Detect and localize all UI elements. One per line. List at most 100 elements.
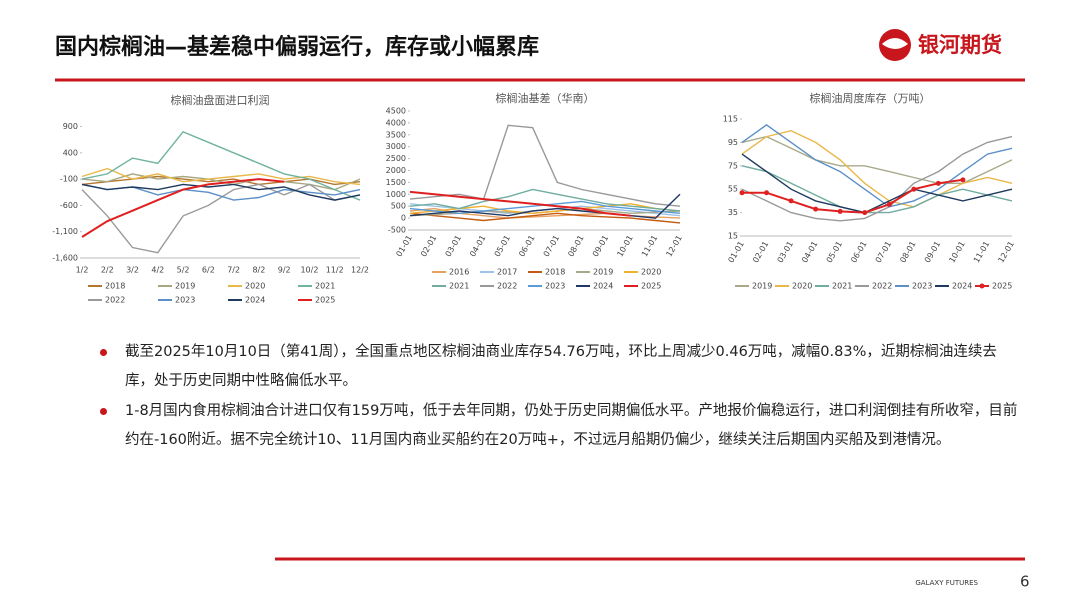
legend-label: 2020 — [792, 282, 812, 291]
series-line — [741, 135, 1013, 222]
y-tick-label: 15 — [728, 232, 738, 241]
series-line — [409, 193, 681, 219]
y-tick-label: -1,100 — [52, 227, 78, 236]
series-line — [81, 183, 361, 254]
y-tick-label: 4000 — [386, 118, 406, 127]
x-tick-label: 6/2 — [202, 266, 215, 275]
logo-swoosh — [882, 38, 908, 49]
y-tick-label: 1500 — [386, 178, 406, 187]
x-tick-label: 12/2 — [351, 266, 369, 275]
y-tick-label: -100 — [60, 175, 78, 184]
x-tick-label: 06-01 — [517, 234, 536, 259]
x-tick-label: 01-01 — [726, 240, 745, 265]
x-tick-label: 12-01 — [996, 240, 1015, 265]
x-tick-label: 10-01 — [615, 234, 634, 259]
bullet-text: 1-8月国内食用棕榈油合计进口仅有159万吨，低于去年同期，仍处于历史同期偏低水… — [125, 403, 1018, 448]
legend-label: 2025 — [315, 296, 335, 305]
y-tick-label: 500 — [391, 202, 406, 211]
point — [739, 190, 745, 196]
x-tick-label: 2/2 — [101, 266, 114, 275]
point — [813, 206, 819, 212]
x-tick-label: 03-01 — [776, 240, 795, 265]
y-tick-label: 0 — [401, 214, 406, 223]
series-line — [409, 124, 681, 207]
x-tick-label: 06-01 — [849, 240, 868, 265]
point — [862, 210, 868, 216]
legend-label: 2021 — [832, 282, 852, 291]
legend-label: 2022 — [872, 282, 892, 291]
legend-label: 2025 — [641, 282, 661, 291]
legend-marker — [979, 283, 985, 289]
footer-brand: GALAXY FUTURES — [915, 579, 978, 587]
series-line — [409, 190, 631, 217]
bullet: 截至2025年10月10日（第41周），全国重点地区棕榈油商业库存54.76万吨… — [100, 338, 1020, 396]
x-tick-label: 11-01 — [640, 234, 659, 259]
x-tick-label: 11/2 — [326, 266, 344, 275]
series-line — [741, 124, 1013, 208]
page-number: 6 — [1020, 573, 1030, 591]
legend-label: 2023 — [175, 296, 195, 305]
x-tick-label: 04-01 — [800, 240, 819, 265]
legend-label: 2021 — [449, 282, 469, 291]
x-tick-label: 12-01 — [664, 234, 683, 259]
y-tick-label: 3500 — [386, 130, 406, 139]
point — [911, 186, 917, 192]
x-tick-label: 07-01 — [542, 234, 561, 259]
legend-label: 2021 — [315, 282, 335, 291]
chart-title: 棕榈油盘面进口利润 — [171, 93, 270, 107]
y-tick-label: 2000 — [386, 166, 406, 175]
x-tick-label: 02-01 — [419, 234, 438, 259]
bullet-dot — [100, 408, 107, 415]
y-tick-label: -1,600 — [52, 254, 78, 263]
x-tick-label: 09-01 — [591, 234, 610, 259]
legend-label: 2018 — [105, 282, 125, 291]
x-tick-label: 08-01 — [898, 240, 917, 265]
legend-label: 2022 — [497, 282, 517, 291]
y-tick-label: 400 — [63, 148, 78, 157]
legend-label: 2017 — [497, 268, 517, 277]
series-line — [741, 135, 1013, 184]
y-tick-label: 95 — [728, 138, 738, 147]
x-tick-label: 07-01 — [874, 240, 893, 265]
series-line — [741, 129, 1013, 208]
x-tick-label: 11-01 — [972, 240, 991, 265]
x-tick-label: 9/2 — [278, 266, 291, 275]
series-line — [81, 130, 361, 201]
y-tick-label: 35 — [728, 208, 738, 217]
legend-label: 2023 — [912, 282, 932, 291]
logo-text: 银河期货 — [918, 33, 1002, 57]
point — [837, 208, 843, 214]
y-tick-label: 3000 — [386, 142, 406, 151]
bullet-dot — [100, 349, 107, 356]
x-tick-label: 05-01 — [825, 240, 844, 265]
legend-label: 2019 — [752, 282, 772, 291]
legend-label: 2025 — [992, 282, 1012, 291]
legend-label: 2024 — [245, 296, 265, 305]
point — [960, 177, 966, 183]
y-tick-label: 900 — [63, 122, 78, 131]
x-tick-label: 3/2 — [126, 266, 139, 275]
x-tick-label: 10/2 — [300, 266, 318, 275]
x-tick-label: 01-01 — [394, 234, 413, 259]
point — [886, 201, 892, 207]
legend-label: 2020 — [641, 268, 661, 277]
legend-label: 2019 — [175, 282, 195, 291]
y-tick-label: 115 — [723, 115, 738, 124]
legend-label: 2024 — [952, 282, 972, 291]
legend-label: 2018 — [545, 268, 565, 277]
x-tick-label: 7/2 — [227, 266, 240, 275]
chart-title: 棕榈油周度库存（万吨） — [810, 91, 931, 105]
x-tick-label: 02-01 — [751, 240, 770, 265]
series-line — [741, 165, 1013, 214]
y-tick-label: -500 — [388, 226, 406, 235]
series-line — [81, 173, 361, 191]
y-tick-label: 75 — [728, 161, 738, 170]
y-tick-label: 2500 — [386, 154, 406, 163]
x-tick-label: 05-01 — [493, 234, 512, 259]
y-tick-label: 4500 — [386, 107, 406, 116]
series-line — [409, 188, 681, 212]
legend-label: 2020 — [245, 282, 265, 291]
x-tick-label: 5/2 — [177, 266, 190, 275]
